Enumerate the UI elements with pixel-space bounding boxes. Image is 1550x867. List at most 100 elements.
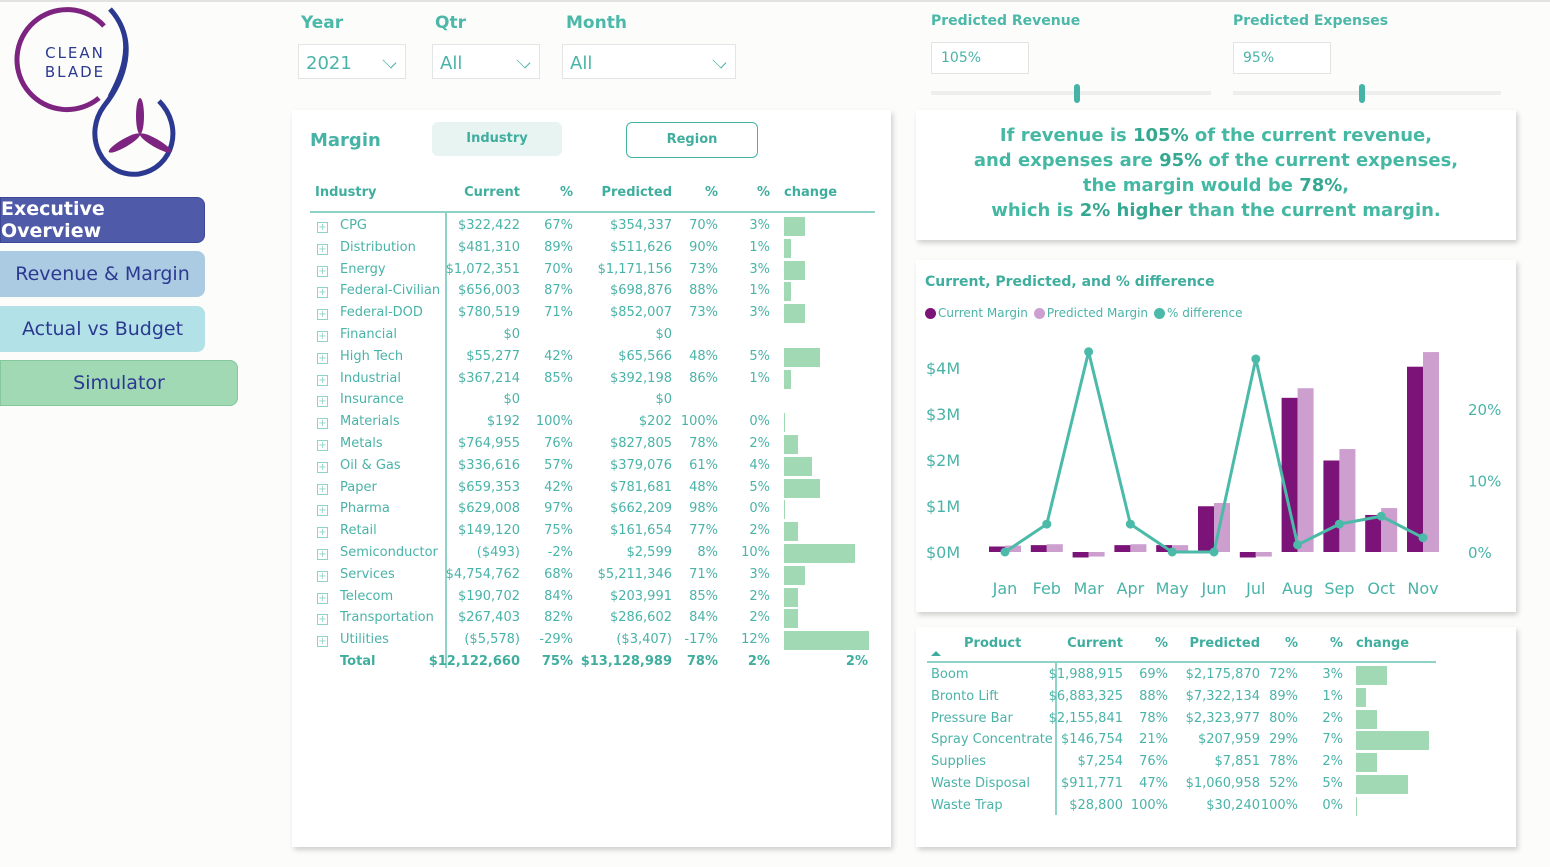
cell-value: $207,959 [1197,732,1260,748]
industry-name: Pharma [340,501,390,517]
expand-icon[interactable]: + [317,309,328,321]
expand-icon[interactable]: + [317,440,328,451]
change-bar [784,456,813,476]
qtr-label: Qtr [435,13,466,33]
change-bar [784,522,799,542]
change-bar [784,238,792,258]
current-margin-bar [1156,545,1173,552]
chevron-down-icon [382,54,397,69]
change-bar [784,500,785,520]
column-header[interactable]: Current [464,185,520,200]
expand-icon[interactable]: + [317,374,328,386]
expand-icon[interactable]: + [317,505,328,517]
change-bar [1356,796,1357,816]
cell-value: 80% [1269,710,1298,726]
predicted-revenue-input[interactable]: 105% [931,42,1029,74]
current-margin-bar [1114,545,1131,552]
legend-item[interactable]: Predicted Margin [1033,306,1149,320]
column-header[interactable]: % [559,185,573,200]
legend-item[interactable]: Current Margin [925,306,1028,320]
nav-actual-vs-budget[interactable]: Actual vs Budget [0,306,205,352]
table-row[interactable] [310,499,875,520]
year-dropdown[interactable]: 2021 [298,44,406,79]
column-header[interactable]: % [1284,636,1298,651]
qtr-dropdown[interactable]: All [432,44,540,79]
predicted-expenses-input[interactable]: 95% [1233,42,1331,74]
cell-value: 3% [749,566,770,582]
month-dropdown[interactable]: All [562,44,736,79]
column-header[interactable]: change [784,185,838,200]
expand-icon[interactable]: + [317,352,328,364]
cell-value: $0 [655,327,672,342]
expand-icon[interactable]: + [317,527,328,539]
industry-name: Oil & Gas [340,457,401,473]
column-header[interactable]: Predicted [1189,636,1260,651]
logo-text: BLADE [45,63,105,81]
total-value: $13,128,989 [580,654,672,669]
cell-value: -17% [684,632,718,648]
cell-value: $1,072,351 [445,261,520,277]
expand-icon[interactable]: + [317,614,328,626]
nav-simulator[interactable]: Simulator [0,360,238,406]
cell-value: $511,626 [609,239,672,255]
column-divider [1055,663,1057,815]
cell-value: $149,120 [457,523,520,539]
legend-label: Predicted Margin [1046,306,1149,320]
cell-value: 85% [689,588,718,604]
column-header[interactable]: Current [1067,636,1123,651]
column-header[interactable]: change [1356,636,1410,651]
cell-value: 8% [697,545,718,560]
cell-value: $322,422 [457,218,520,233]
expand-icon[interactable]: + [317,592,328,604]
region-toggle-button[interactable]: Region [626,122,758,158]
cell-value: 82% [544,610,573,626]
expand-icon[interactable]: + [317,483,328,495]
cell-value: 48% [689,348,718,364]
column-header[interactable]: % [1329,636,1343,651]
cell-value: $656,003 [457,283,520,299]
expand-icon[interactable]: + [317,396,328,408]
column-header[interactable]: Industry [315,185,377,200]
predicted-expenses-slider[interactable] [1233,91,1501,95]
percent-difference-point [1376,511,1386,521]
expand-icon[interactable]: + [317,418,328,430]
logo-text: CLEAN [45,44,105,62]
sort-ascending-icon[interactable] [931,651,941,656]
slider-handle[interactable] [1358,84,1365,103]
column-header[interactable]: Predicted [601,185,672,200]
cell-value: $267,403 [457,610,520,626]
cell-value: 71% [544,305,573,321]
expand-icon[interactable]: + [317,331,328,342]
column-header[interactable]: % [1154,636,1168,651]
percent-difference-point [1125,519,1135,529]
industry-name: Utilities [340,632,389,648]
total-value: 75% [541,654,573,669]
industry-name: Distribution [340,239,416,255]
industry-toggle-button[interactable]: Industry [432,122,562,156]
column-header[interactable]: Product [964,636,1022,651]
cell-value: $4,754,762 [445,566,520,582]
expand-icon[interactable]: + [317,287,328,299]
nav-revenue-margin[interactable]: Revenue & Margin [0,251,205,297]
percent-difference-point [1084,347,1094,357]
expand-icon[interactable]: + [317,265,328,277]
expand-icon[interactable]: + [317,243,328,255]
expand-icon[interactable]: + [317,461,328,473]
table-row[interactable] [927,796,1436,817]
change-bar [784,282,792,302]
expand-icon[interactable]: + [317,636,328,648]
expand-icon[interactable]: + [317,549,328,560]
cell-value: 73% [689,305,718,321]
expand-icon[interactable]: + [317,222,328,233]
legend-item[interactable]: % difference [1154,306,1242,320]
cell-value: 7% [1322,732,1343,748]
expand-icon[interactable]: + [317,570,328,582]
slider-handle[interactable] [1073,84,1080,103]
column-header[interactable]: % [704,185,718,200]
nav-executive-overview[interactable]: Executive Overview [0,197,205,243]
y-axis-tick: $4M [926,359,960,378]
column-header[interactable]: % [756,185,770,200]
change-bar [784,544,855,563]
cell-value: $698,876 [609,283,672,299]
predicted-revenue-slider[interactable] [931,91,1211,95]
